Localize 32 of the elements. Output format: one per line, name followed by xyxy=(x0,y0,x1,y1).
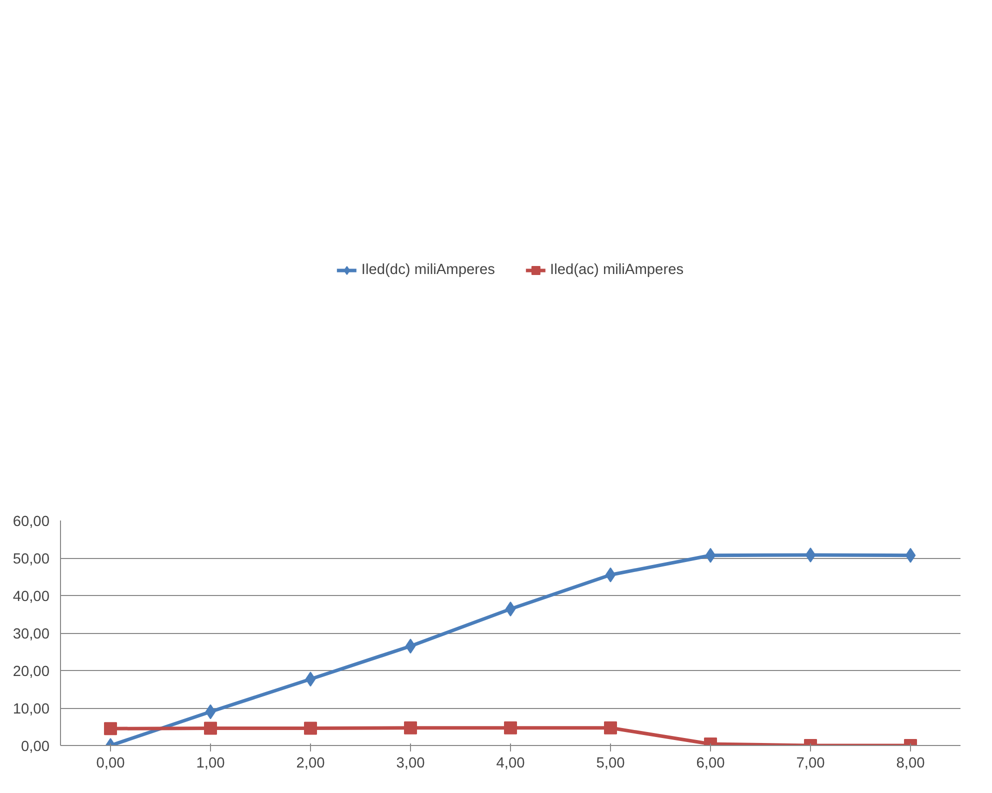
point xyxy=(605,567,616,582)
point xyxy=(305,672,316,687)
y-tick-label: 10,00 xyxy=(12,702,50,718)
x-tick-label: 7,00 xyxy=(796,756,825,772)
x-tick-label: 6,00 xyxy=(696,756,725,772)
legend-label: Iled(ac) miliAmperes xyxy=(550,262,684,278)
y-tick-label: 50,00 xyxy=(12,552,50,568)
point xyxy=(405,638,416,654)
point xyxy=(404,721,417,734)
point xyxy=(805,548,816,562)
x-tick-label: 1,00 xyxy=(196,756,225,772)
point xyxy=(705,548,716,563)
point xyxy=(205,704,216,720)
x-tick-label: 4,00 xyxy=(496,756,525,772)
y-tick-label: 30,00 xyxy=(12,626,50,642)
x-tick-label: 0,00 xyxy=(96,756,125,772)
point xyxy=(304,722,317,735)
y-tick-label: 40,00 xyxy=(12,589,50,605)
x-tick-label: 8,00 xyxy=(896,756,925,772)
y-tick-label: 0,00 xyxy=(20,739,50,755)
point xyxy=(204,722,217,735)
x-tick-label: 3,00 xyxy=(396,756,425,772)
y-tick-label: 60,00 xyxy=(12,514,50,530)
point xyxy=(505,602,516,616)
point xyxy=(504,721,517,734)
y-tick-label: 20,00 xyxy=(12,664,50,680)
x-tick-label: 5,00 xyxy=(596,756,625,772)
x-tick-label: 2,00 xyxy=(296,756,325,772)
point xyxy=(905,548,916,563)
point xyxy=(104,722,117,736)
legend-label: Iled(dc) miliAmperes xyxy=(361,262,495,278)
point xyxy=(604,721,617,734)
